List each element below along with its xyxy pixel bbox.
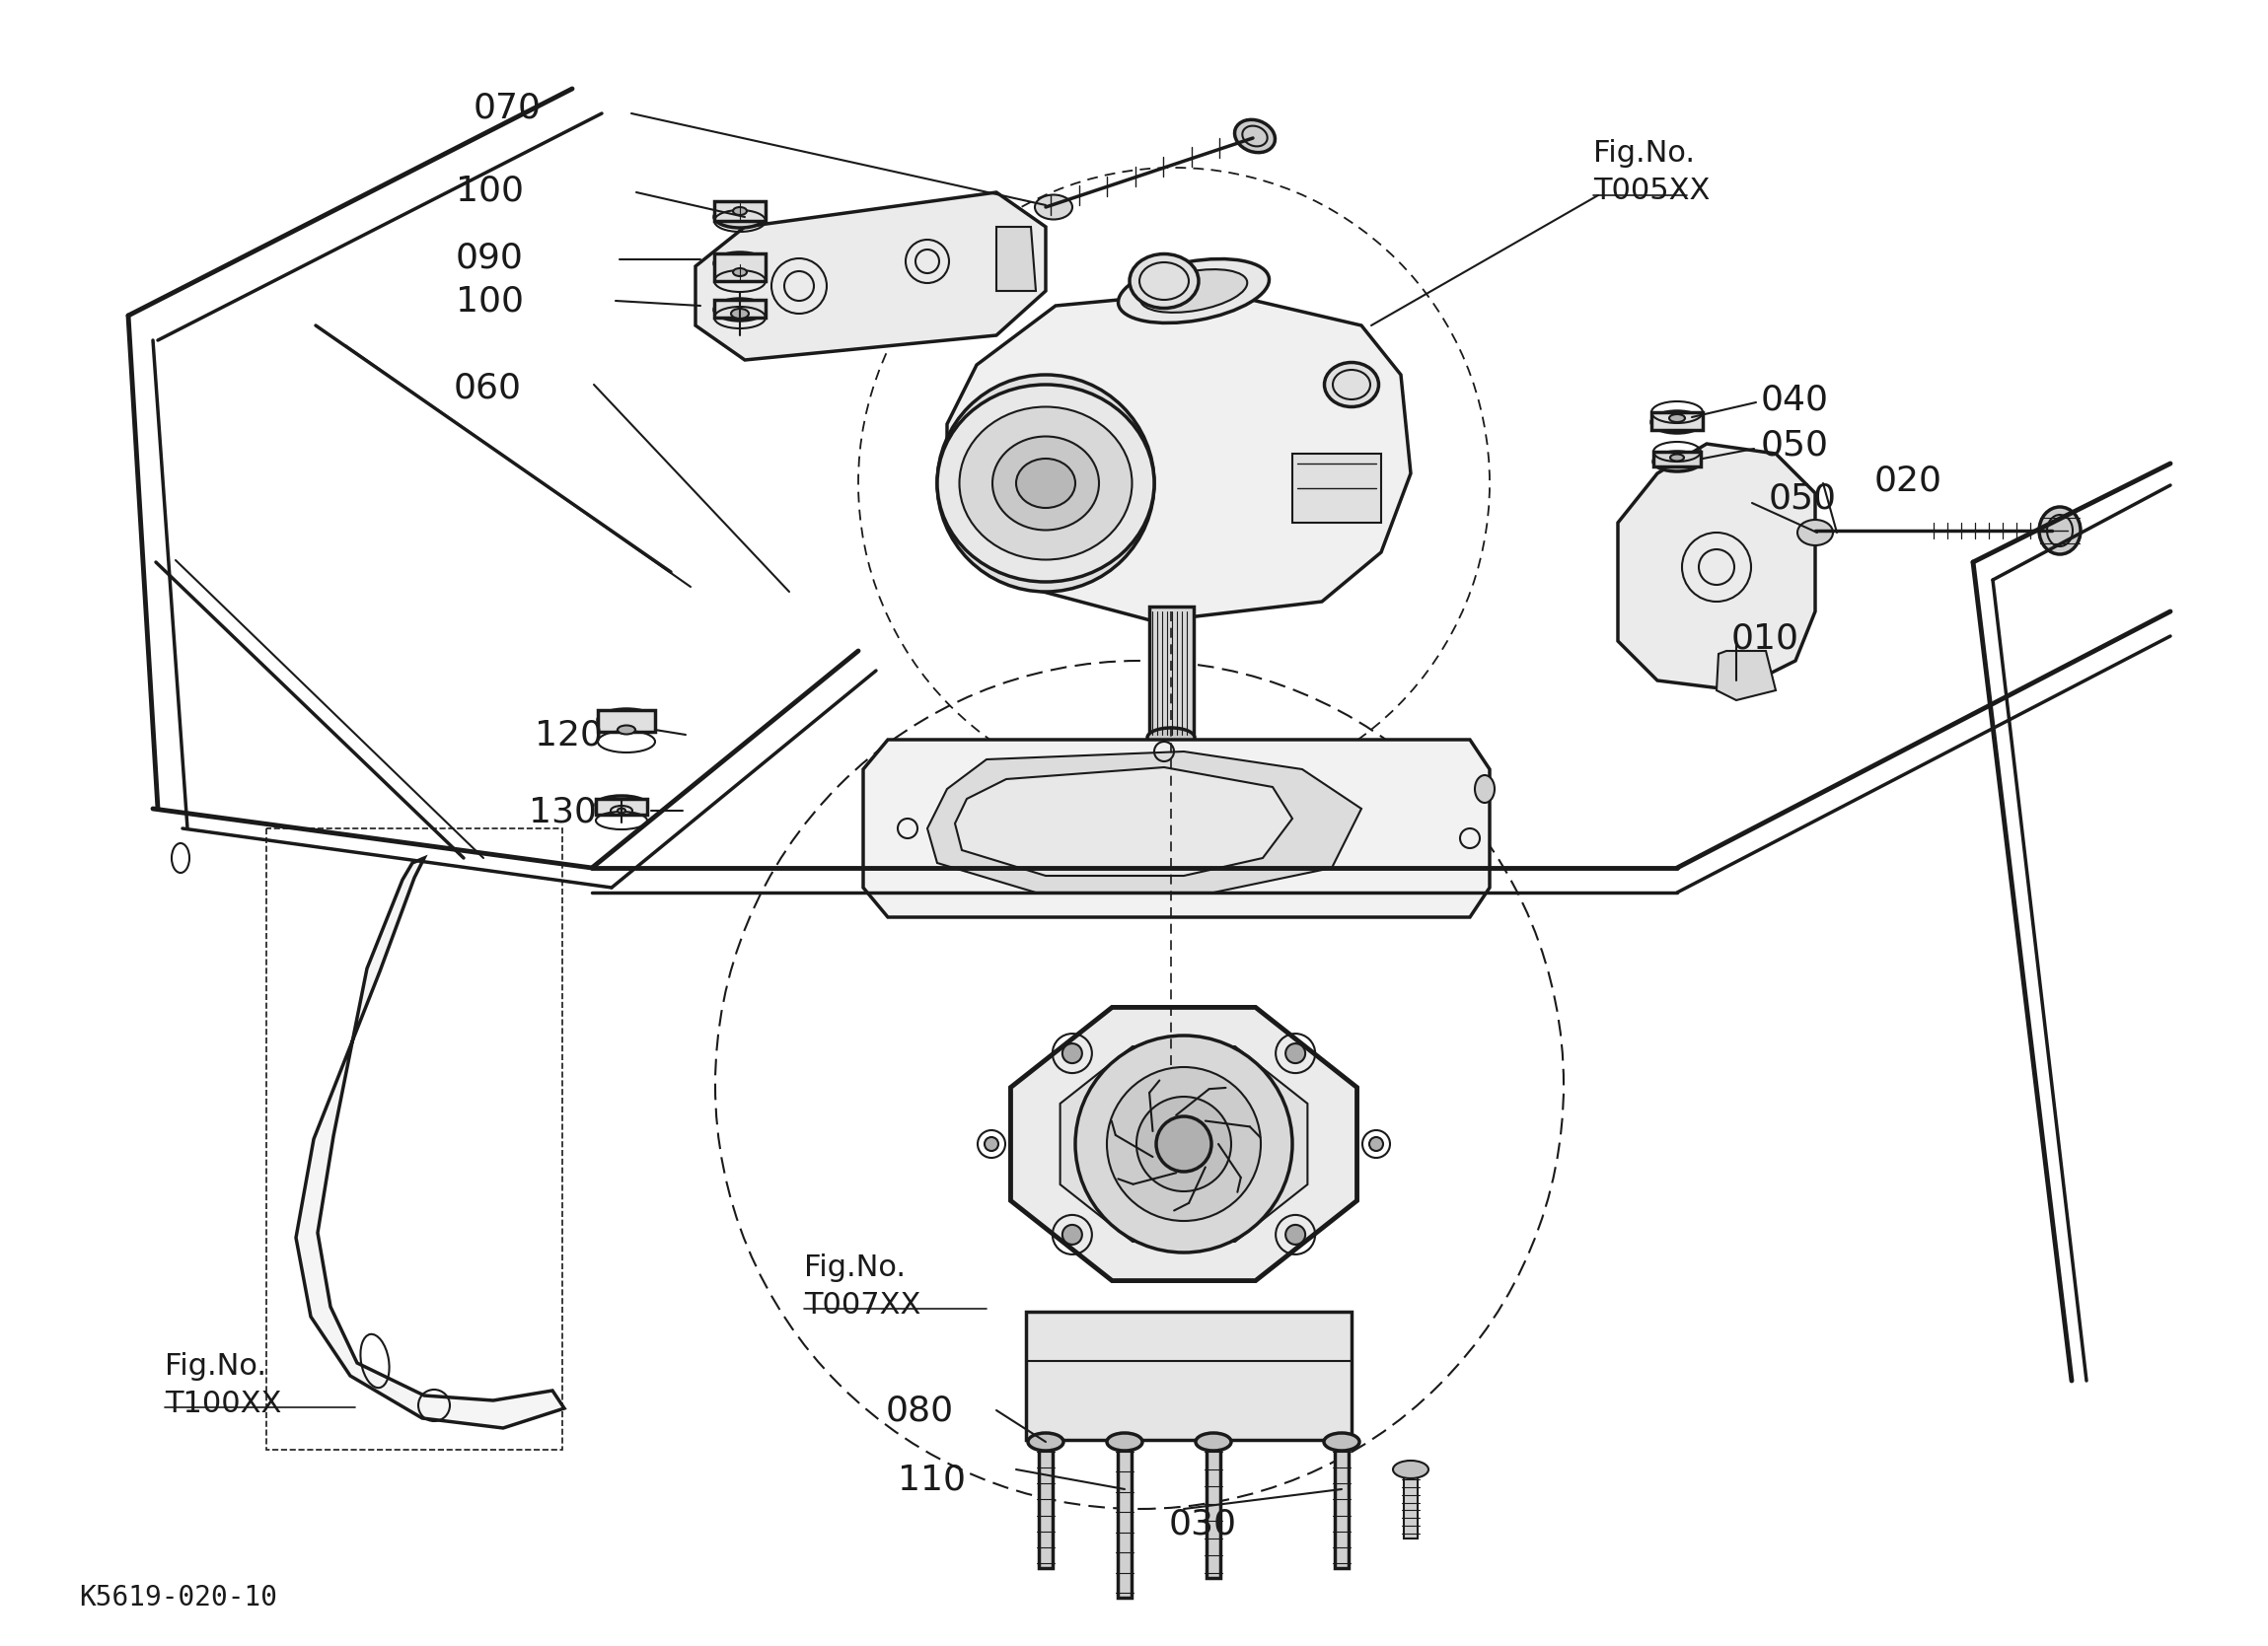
Circle shape xyxy=(1157,1116,1211,1172)
Ellipse shape xyxy=(733,268,746,277)
Polygon shape xyxy=(996,227,1036,291)
Circle shape xyxy=(996,435,1095,533)
Circle shape xyxy=(984,1137,998,1151)
Text: K5619-020-10: K5619-020-10 xyxy=(79,1583,277,1611)
Ellipse shape xyxy=(959,407,1132,560)
Circle shape xyxy=(1061,1044,1082,1063)
Ellipse shape xyxy=(714,300,767,321)
Polygon shape xyxy=(1012,1007,1356,1281)
Polygon shape xyxy=(948,291,1411,621)
Circle shape xyxy=(1286,1044,1306,1063)
Ellipse shape xyxy=(714,252,767,275)
Bar xyxy=(1118,1442,1132,1598)
Polygon shape xyxy=(1717,650,1776,700)
Ellipse shape xyxy=(1234,120,1275,153)
Ellipse shape xyxy=(1474,775,1495,803)
Circle shape xyxy=(1061,1225,1082,1244)
Ellipse shape xyxy=(1653,451,1701,471)
Text: 050: 050 xyxy=(1760,430,1828,463)
Ellipse shape xyxy=(1302,466,1343,500)
Text: 010: 010 xyxy=(1730,622,1799,655)
Bar xyxy=(1293,454,1381,523)
Text: Fig.No.: Fig.No. xyxy=(805,1253,905,1282)
Text: 040: 040 xyxy=(1760,382,1828,416)
Circle shape xyxy=(1075,1035,1293,1253)
Text: T007XX: T007XX xyxy=(805,1290,921,1318)
Ellipse shape xyxy=(596,797,646,813)
Circle shape xyxy=(1136,1096,1232,1192)
Text: T100XX: T100XX xyxy=(166,1389,281,1417)
Polygon shape xyxy=(955,767,1293,876)
Text: 030: 030 xyxy=(1168,1508,1236,1541)
Polygon shape xyxy=(928,752,1361,892)
Bar xyxy=(599,709,655,732)
Text: 100: 100 xyxy=(456,173,524,207)
Ellipse shape xyxy=(993,436,1100,530)
Ellipse shape xyxy=(1325,362,1379,407)
Ellipse shape xyxy=(730,309,748,319)
Ellipse shape xyxy=(1393,1460,1429,1478)
Bar xyxy=(1653,451,1701,466)
Ellipse shape xyxy=(1034,194,1073,219)
Text: 050: 050 xyxy=(1769,481,1837,515)
Ellipse shape xyxy=(1148,728,1195,747)
Ellipse shape xyxy=(599,709,655,731)
Ellipse shape xyxy=(1651,412,1703,433)
Text: 130: 130 xyxy=(528,797,596,830)
Polygon shape xyxy=(295,858,565,1429)
Ellipse shape xyxy=(1016,459,1075,509)
Ellipse shape xyxy=(937,385,1154,583)
Ellipse shape xyxy=(1325,1434,1359,1450)
Bar xyxy=(714,253,767,281)
Polygon shape xyxy=(1059,1047,1309,1241)
Ellipse shape xyxy=(1195,1434,1232,1450)
Bar xyxy=(714,300,767,318)
Ellipse shape xyxy=(1669,454,1683,461)
Ellipse shape xyxy=(733,207,746,216)
Polygon shape xyxy=(1617,444,1814,690)
Bar xyxy=(1651,412,1703,430)
Text: Fig.No.: Fig.No. xyxy=(166,1351,265,1381)
Circle shape xyxy=(1286,1225,1306,1244)
Ellipse shape xyxy=(1118,258,1270,323)
Ellipse shape xyxy=(1799,520,1833,545)
Ellipse shape xyxy=(1669,415,1685,421)
Text: 110: 110 xyxy=(898,1463,966,1496)
Bar xyxy=(1404,1470,1418,1539)
Ellipse shape xyxy=(714,206,767,227)
Bar xyxy=(714,201,767,221)
Bar xyxy=(596,798,646,815)
Bar xyxy=(1336,1442,1349,1569)
Ellipse shape xyxy=(1129,253,1198,308)
Bar xyxy=(1039,1442,1052,1569)
Text: 060: 060 xyxy=(454,370,522,405)
Text: 100: 100 xyxy=(456,285,524,319)
Text: 120: 120 xyxy=(535,718,603,752)
Bar xyxy=(1207,1442,1220,1579)
Text: 090: 090 xyxy=(456,242,524,275)
Ellipse shape xyxy=(617,808,626,813)
Ellipse shape xyxy=(1107,1434,1143,1450)
Bar xyxy=(1150,606,1193,739)
Text: Fig.No.: Fig.No. xyxy=(1592,138,1694,168)
Polygon shape xyxy=(864,739,1490,917)
Circle shape xyxy=(1370,1137,1383,1151)
Circle shape xyxy=(937,375,1154,591)
Ellipse shape xyxy=(617,726,635,734)
Circle shape xyxy=(1107,1067,1261,1221)
Ellipse shape xyxy=(1027,1434,1064,1450)
Text: 070: 070 xyxy=(474,92,542,125)
Polygon shape xyxy=(696,193,1046,360)
Ellipse shape xyxy=(2039,507,2080,555)
Text: T005XX: T005XX xyxy=(1592,176,1710,204)
Text: 020: 020 xyxy=(1873,464,1941,497)
Ellipse shape xyxy=(1141,270,1247,313)
Circle shape xyxy=(962,400,1129,568)
Bar xyxy=(1025,1312,1352,1440)
Text: 080: 080 xyxy=(887,1394,955,1427)
